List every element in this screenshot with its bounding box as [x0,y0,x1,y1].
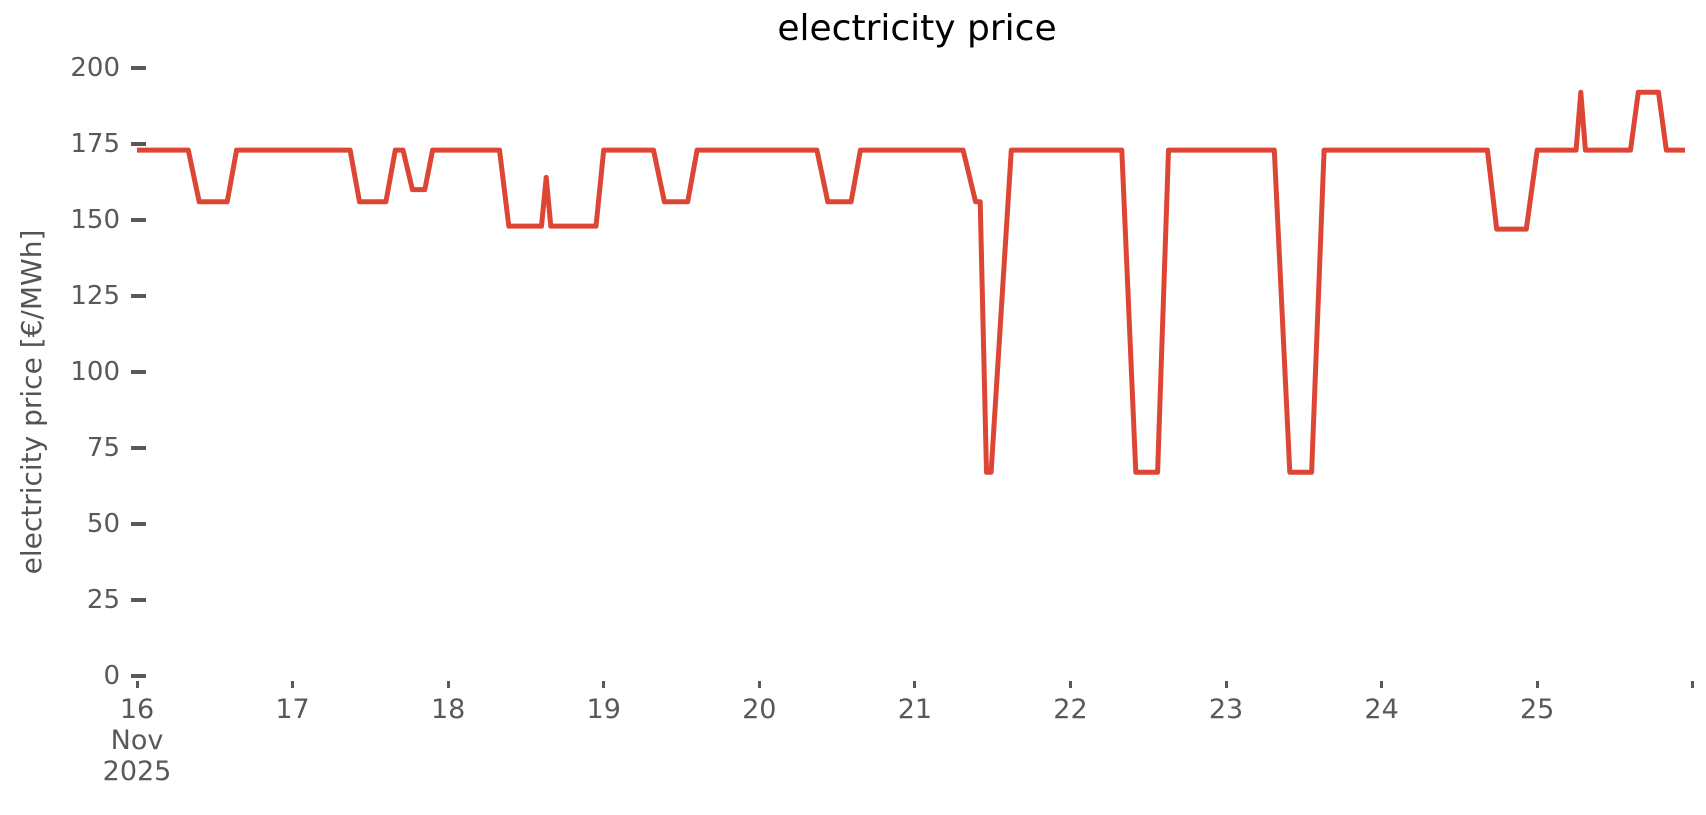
y-tick-mark [131,370,146,374]
x-tick-label: 20 [742,694,777,725]
y-tick-mark [131,294,146,298]
price-series-line [137,89,1685,475]
y-tick-label: 175 [70,129,120,159]
x-tick-label: 19 [586,694,621,725]
y-tick-label: 100 [70,357,120,387]
x-tick-label: 24 [1364,694,1399,725]
y-tick-label: 150 [70,205,120,235]
x-tick-mark [757,681,761,688]
y-tick-label: 200 [70,53,120,83]
y-tick-mark [131,522,146,526]
x-tick-mark [1691,681,1695,688]
x-tick-mark [135,681,139,688]
x-tick-label: 22 [1053,694,1088,725]
x-tick-mark [1068,681,1072,688]
x-tick-mark [602,681,606,688]
y-tick-mark [131,218,146,222]
x-tick-label: 21 [897,694,933,725]
chart-title: electricity price [777,8,1057,49]
x-tick-label: 25 [1520,694,1555,725]
x-tick-mark [1380,681,1384,688]
y-tick-mark [131,446,146,450]
x-tick-label: 17 [275,694,310,725]
x-tick-mark [913,681,917,688]
x-tick-mark [1224,681,1228,688]
y-tick-label: 25 [86,585,120,615]
y-tick-label: 125 [70,281,120,311]
x-tick-label: 16 Nov 2025 [102,694,172,787]
y-tick-label: 50 [86,509,120,539]
y-tick-mark [131,674,146,678]
x-tick-mark [291,681,295,688]
y-tick-label: 75 [86,433,120,463]
x-tick-mark [446,681,450,688]
y-tick-mark [131,142,146,146]
x-tick-label: 23 [1208,694,1244,725]
y-tick-label: 0 [103,661,120,691]
y-tick-mark [131,66,146,70]
x-tick-label: 18 [430,694,466,725]
x-tick-mark [1535,681,1539,688]
y-tick-mark [131,598,146,602]
